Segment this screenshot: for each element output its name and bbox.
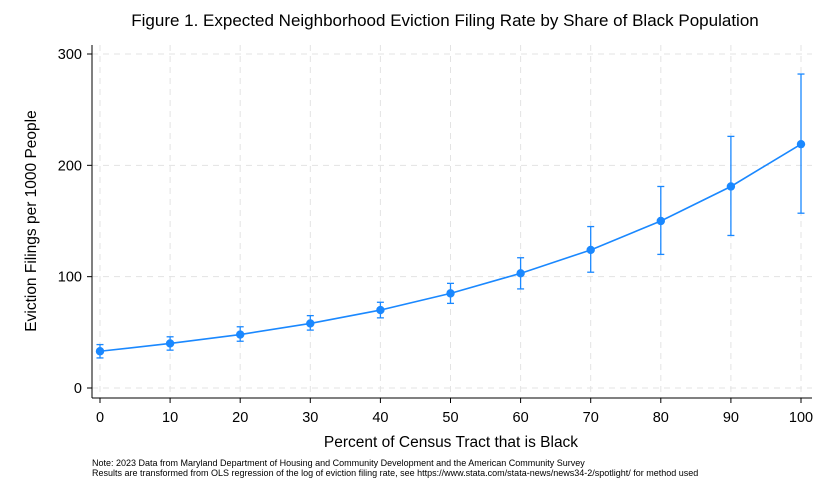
x-axis-title: Percent of Census Tract that is Black [324, 434, 578, 451]
data-point [796, 139, 806, 149]
x-tick-label: 100 [789, 410, 813, 426]
x-tick-label: 40 [372, 410, 388, 426]
x-tick-label: 30 [302, 410, 318, 426]
x-tick-label: 80 [653, 410, 669, 426]
y-tick-label: 0 [74, 381, 82, 397]
chart-title: Figure 1. Expected Neighborhood Eviction… [131, 11, 758, 30]
y-tick-label: 300 [58, 47, 82, 63]
point-layer [95, 139, 806, 356]
data-point [516, 269, 525, 278]
data-point [236, 330, 245, 339]
tick-layer: 0 10 20 30 40 50 60 70 80 90 100 0 100 200 300 [58, 47, 813, 426]
y-tick-label: 200 [58, 158, 82, 174]
data-point [165, 339, 175, 348]
data-point [656, 216, 665, 226]
y-tick-label: 100 [58, 270, 82, 286]
data-point [446, 289, 455, 298]
x-tick-label: 70 [583, 410, 599, 426]
data-point [376, 305, 385, 315]
note-line-1: Note: 2023 Data from Maryland Department… [92, 458, 585, 468]
x-tick-label: 90 [723, 410, 739, 426]
data-point [306, 319, 315, 328]
data-point [586, 245, 595, 255]
x-tick-label: 10 [162, 410, 178, 426]
note-line-2: Results are transformed from OLS regress… [92, 468, 698, 478]
data-point [95, 347, 105, 356]
y-axis-title: Eviction Filings per 1000 People [23, 110, 40, 331]
x-tick-label: 20 [232, 410, 248, 426]
x-tick-label: 60 [513, 410, 529, 426]
x-tick-label: 0 [96, 410, 104, 426]
data-point [726, 182, 736, 191]
grid-layer [92, 45, 812, 398]
x-tick-label: 50 [442, 410, 458, 426]
